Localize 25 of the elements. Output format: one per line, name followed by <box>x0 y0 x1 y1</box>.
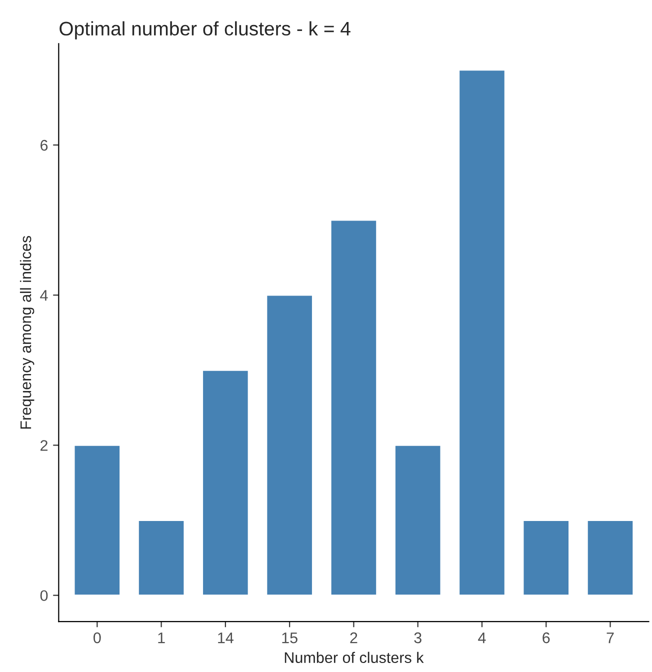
x-tick-label: 1 <box>158 632 165 644</box>
y-tick-label: 0 <box>40 590 48 602</box>
x-tick-label: 7 <box>606 632 614 644</box>
chart-title: Optimal number of clusters - k = 4 <box>60 21 350 40</box>
bar <box>458 69 506 596</box>
bar <box>330 219 378 596</box>
bar <box>586 520 634 596</box>
bar <box>522 520 570 596</box>
bar <box>73 444 121 596</box>
bar <box>266 294 314 596</box>
x-tick-label: 3 <box>414 632 422 644</box>
bar <box>394 444 442 596</box>
y-tick-label: 4 <box>40 290 48 301</box>
x-tick-label: 4 <box>478 632 486 644</box>
x-tick-label: 14 <box>218 632 234 644</box>
bar <box>138 520 186 596</box>
x-tick-label: 15 <box>282 632 298 644</box>
x-tick-label: 0 <box>94 632 101 644</box>
x-tick-label: 6 <box>542 632 550 644</box>
bar <box>202 369 250 596</box>
y-tick-label: 2 <box>40 440 48 451</box>
y-axis-title: Frequency among all indices <box>20 236 34 429</box>
y-tick-label: 6 <box>40 140 48 151</box>
x-tick-label: 2 <box>350 632 358 644</box>
x-axis-title: Number of clusters k <box>284 652 424 664</box>
